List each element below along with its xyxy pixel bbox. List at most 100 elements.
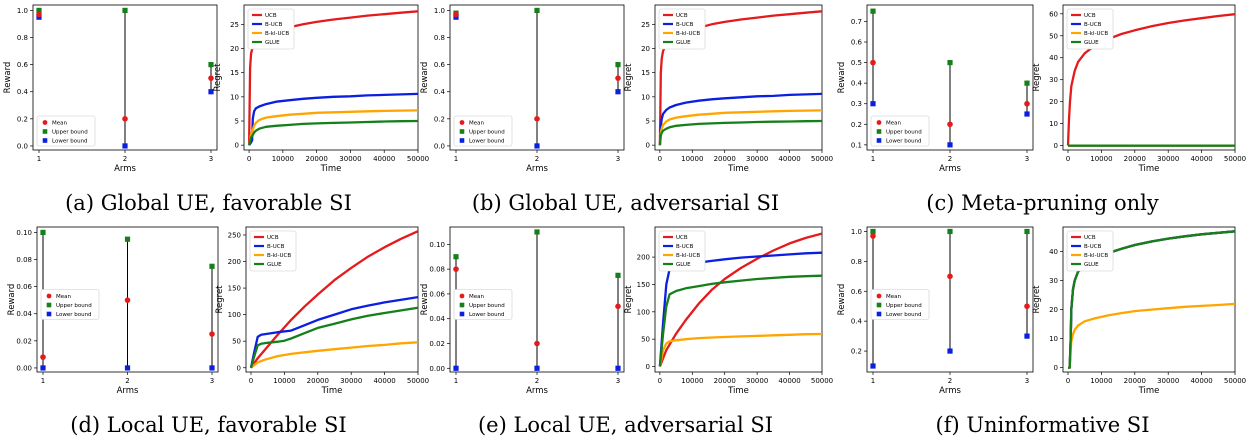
legend-label: Upper bound	[469, 303, 505, 309]
y-tick-label: 0.06	[429, 290, 445, 298]
legend-marker	[459, 138, 465, 143]
legend-marker	[46, 302, 52, 308]
arm-chart-d: 0.00 0.02 0.04 0.06 0.08 0.10 1 2 3 Arms Reward Mea…	[7, 226, 219, 396]
series-line-b-kl-ucb	[247, 109, 418, 146]
lower-bound-marker	[122, 143, 128, 149]
mean-marker	[870, 59, 876, 66]
legend-box	[247, 8, 295, 50]
mean-marker	[534, 340, 540, 347]
y-axis-label: Reward	[420, 62, 430, 94]
x-tick-label: 1	[37, 155, 41, 163]
y-tick-label: 0.00	[429, 365, 445, 373]
legend-label: B-UCB	[1084, 22, 1102, 28]
legend: UCB B-UCB B-kl-UCB GLUE	[249, 230, 297, 272]
x-axis-label: Arms	[939, 386, 961, 396]
y-axis-label: Reward	[837, 62, 847, 94]
legend-box	[870, 289, 930, 320]
x-tick-label: 1	[871, 155, 875, 163]
legend-label: UCB	[676, 235, 688, 241]
legend-label: Lower bound	[469, 312, 505, 318]
mean-marker	[870, 233, 876, 239]
lower-bound-marker	[1024, 333, 1030, 339]
upper-bound-marker	[947, 59, 953, 66]
x-tick-label: 3	[210, 377, 214, 385]
legend-label: B-kl-UCB	[1084, 253, 1108, 259]
y-tick-label: 0.4	[434, 88, 446, 96]
x-tick-label: 10000	[272, 155, 294, 163]
lower-bound-marker	[870, 101, 876, 107]
x-tick-label: 20000	[306, 155, 328, 163]
x-tick-label: 2	[948, 377, 952, 385]
x-tick-label: 1	[41, 377, 45, 385]
legend-label: UCB	[1084, 235, 1096, 241]
series-line-ucb	[250, 230, 418, 369]
legend-label: B-kl-UCB	[676, 31, 700, 37]
x-tick-label: 1	[454, 155, 458, 163]
lower-bound-marker	[615, 89, 621, 95]
series-line-glue	[249, 306, 418, 369]
y-tick-label: 0.0	[434, 142, 445, 150]
x-tick-label: 2	[535, 377, 539, 385]
y-tick-label: 0.4	[851, 318, 863, 326]
y-tick-label: 50	[641, 336, 650, 344]
y-tick-label: 15	[230, 69, 239, 77]
y-tick-label: 0.2	[17, 115, 28, 123]
y-tick-label: 5	[646, 118, 650, 126]
lower-bound-marker	[208, 89, 214, 95]
y-tick-label: 0.00	[16, 364, 32, 372]
legend-marker	[42, 120, 48, 125]
legend-label: Mean	[469, 294, 484, 300]
x-tick-label: 30000	[746, 155, 768, 163]
legend-label: UCB	[265, 13, 277, 19]
y-tick-label: 0	[1054, 364, 1058, 372]
y-tick-label: 0.8	[17, 34, 28, 42]
x-tick-label: 10000	[1090, 377, 1112, 385]
legend-box	[1066, 8, 1114, 50]
series-line-glue	[658, 274, 822, 367]
mean-marker	[534, 116, 540, 122]
y-tick-label: 100	[228, 311, 241, 319]
mean-marker	[615, 303, 621, 310]
caption-f: (f) Uninformative SI	[935, 413, 1150, 437]
y-tick-label: 0	[1054, 142, 1058, 150]
y-axis-label: Regret	[1032, 285, 1042, 314]
legend: Mean Upper bound Lower bound	[40, 289, 100, 320]
lower-bound-marker	[124, 365, 131, 371]
legend-label: GLUE	[267, 262, 282, 268]
y-tick-label: 25	[641, 21, 650, 29]
x-axis-label: Time	[1138, 164, 1160, 174]
legend-marker	[876, 120, 882, 125]
legend-label: B-kl-UCB	[676, 253, 700, 259]
y-tick-label: 40	[1049, 248, 1058, 256]
upper-bound-marker	[615, 62, 621, 68]
legend-marker	[42, 129, 48, 134]
lower-bound-marker	[947, 348, 953, 354]
legend-marker	[876, 311, 882, 317]
legend-label: Upper bound	[56, 303, 92, 309]
upper-bound-marker	[615, 272, 621, 278]
upper-bound-marker	[947, 228, 953, 235]
y-tick-label: 0.10	[16, 229, 32, 237]
x-tick-label: 2	[123, 155, 127, 163]
legend: UCB B-UCB B-kl-UCB GLUE	[658, 8, 706, 50]
legend-label: B-UCB	[267, 244, 285, 250]
legend: UCB B-UCB B-kl-UCB GLUE	[1066, 8, 1114, 50]
y-tick-label: 100	[637, 308, 650, 316]
y-tick-label: 150	[228, 285, 241, 293]
y-tick-label: 0	[237, 364, 241, 372]
series-lines	[658, 232, 822, 367]
series-line-b-kl-ucb	[658, 109, 822, 146]
y-axis-label: Reward	[7, 284, 17, 316]
mean-marker	[124, 297, 131, 303]
x-tick-label: 0	[658, 377, 662, 385]
legend-label: Lower bound	[52, 139, 88, 145]
y-tick-label: 1.0	[851, 228, 862, 236]
legend-label: Lower bound	[886, 312, 922, 318]
x-tick-label: 40000	[1190, 155, 1212, 163]
y-tick-label: 10	[641, 93, 650, 101]
y-tick-label: 0.8	[851, 258, 862, 266]
caption-d: (d) Local UE, favorable SI	[70, 413, 347, 437]
x-tick-label: 30000	[746, 377, 768, 385]
y-tick-label: 0.6	[851, 288, 863, 296]
x-tick-label: 2	[948, 155, 952, 163]
